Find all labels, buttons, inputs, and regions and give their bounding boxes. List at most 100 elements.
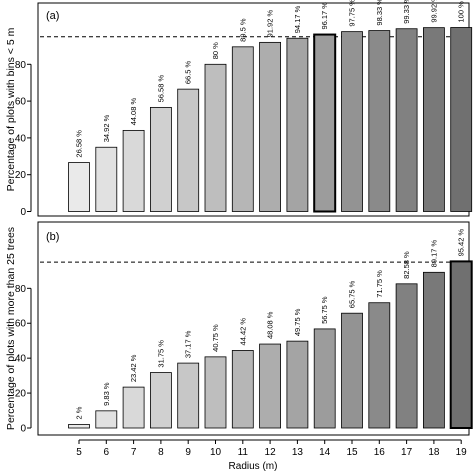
y-tick-label: 20 [15,170,27,181]
panel-b-value-labels: 2 % 9.83 % 23.42 % 31.75 % 37.17 % 40.75 % 44.… [75,229,466,420]
x-tick-label: 17 [401,447,413,458]
bar [286,340,309,429]
panel-b-y-axis-label: Percentage of plots with more than 25 tr… [5,227,17,430]
bar [395,28,418,212]
data-label: 56.58 % [156,75,165,103]
data-label: 48.08 % [266,311,275,339]
x-tick-label: 11 [238,447,249,458]
y-tick-label: 20 [15,389,27,400]
bar [368,30,391,212]
x-tick-label: 10 [210,447,222,458]
data-label: 2 % [75,406,84,419]
panel-a-value-labels: 26.58 % 34.92 % 44.08 % 56.58 % 66.5 % 80 % 89… [75,0,466,158]
bar [68,162,90,212]
data-label: 99.33 % [402,0,411,24]
bar [231,350,254,429]
y-tick-label: 0 [20,424,26,435]
data-label: 49.75 % [293,308,302,336]
panel-a-bars [68,27,473,213]
y-tick-label: 80 [15,60,27,71]
bar [95,410,118,429]
panel-b-label: (b) [46,231,59,243]
bar [149,106,172,212]
x-tick-label: 6 [104,447,110,458]
data-label: 95.42 % [457,229,466,257]
bar [422,27,445,212]
data-label: 56.75 % [320,296,329,324]
data-label: 82.58 % [402,251,411,279]
bar [122,129,145,212]
x-tick-label: 9 [185,447,191,458]
y-tick-label: 40 [15,133,27,144]
panel-a-y-axis: 0 20 40 60 80 [15,60,32,218]
x-tick-label: 19 [456,447,468,458]
panel-b-y-axis: 0 20 40 60 80 [15,284,32,435]
data-label: 66.5 % [184,60,193,84]
bar [341,31,363,212]
bar [395,283,418,429]
bar [95,146,118,212]
bar [149,372,172,429]
data-label: 40.75 % [211,324,220,352]
data-label: 26.58 % [75,130,84,158]
bar [313,33,337,213]
bar [368,302,391,429]
data-label: 89.17 % [429,239,438,267]
bar [68,424,90,429]
y-tick-label: 80 [15,284,27,295]
data-label: 99.92 % [429,0,438,23]
data-label: 91.92 % [266,10,275,38]
data-label: 80 % [211,42,220,59]
data-label: 23.42 % [129,354,138,382]
bar [313,328,336,429]
data-label: 89.5 % [238,18,247,42]
x-tick-label: 13 [292,447,304,458]
x-tick-label: 12 [265,447,277,458]
y-tick-label: 40 [15,354,27,365]
x-tick-label: 15 [346,447,358,458]
bar [204,63,227,212]
panel-a: (a) Percentage of plots with bins < 5 m … [5,0,473,218]
data-label: 94.17 % [293,5,302,33]
panel-a-y-axis-label: Percentage of plots with bins < 5 m [5,27,17,191]
data-label: 44.08 % [129,98,138,126]
data-label: 44.42 % [238,318,247,346]
data-label: 97.75 % [348,0,357,27]
panel-b-x-axis: 5 6 7 8 9 10 11 12 13 14 15 16 17 18 19 [76,439,468,458]
x-tick-label: 14 [319,447,331,458]
data-label: 34.92 % [102,114,111,142]
panel-b: (b) Percentage of plots with more than 2… [5,221,473,472]
bar [204,356,227,429]
panel-b-bars [68,260,473,429]
bar [341,312,363,429]
bar [286,37,309,212]
x-tick-label: 18 [428,447,440,458]
bar [177,362,200,429]
bar [177,88,200,212]
data-label: 96.17 % [320,2,329,30]
data-label: 71.75 % [375,270,384,298]
data-label: 9.83 % [102,382,111,406]
y-tick-label: 60 [15,97,27,108]
data-label: 100 % [457,1,466,23]
bar [422,271,445,429]
data-label: 65.75 % [348,280,357,308]
bar [259,41,282,212]
x-tick-label: 5 [76,447,82,458]
y-tick-label: 60 [15,319,27,330]
data-label: 37.17 % [184,330,193,358]
bar [122,386,145,429]
bar [449,260,473,429]
x-axis-title: Radius (m) [229,461,278,472]
bar [450,27,473,212]
y-tick-label: 0 [20,207,26,218]
panel-a-label: (a) [46,10,59,22]
data-label: 31.75 % [156,340,165,368]
data-label: 98.33 % [375,0,384,26]
bar [259,343,282,429]
x-tick-label: 16 [374,447,386,458]
x-tick-label: 8 [158,447,164,458]
bar [231,46,254,212]
x-tick-label: 7 [131,447,137,458]
